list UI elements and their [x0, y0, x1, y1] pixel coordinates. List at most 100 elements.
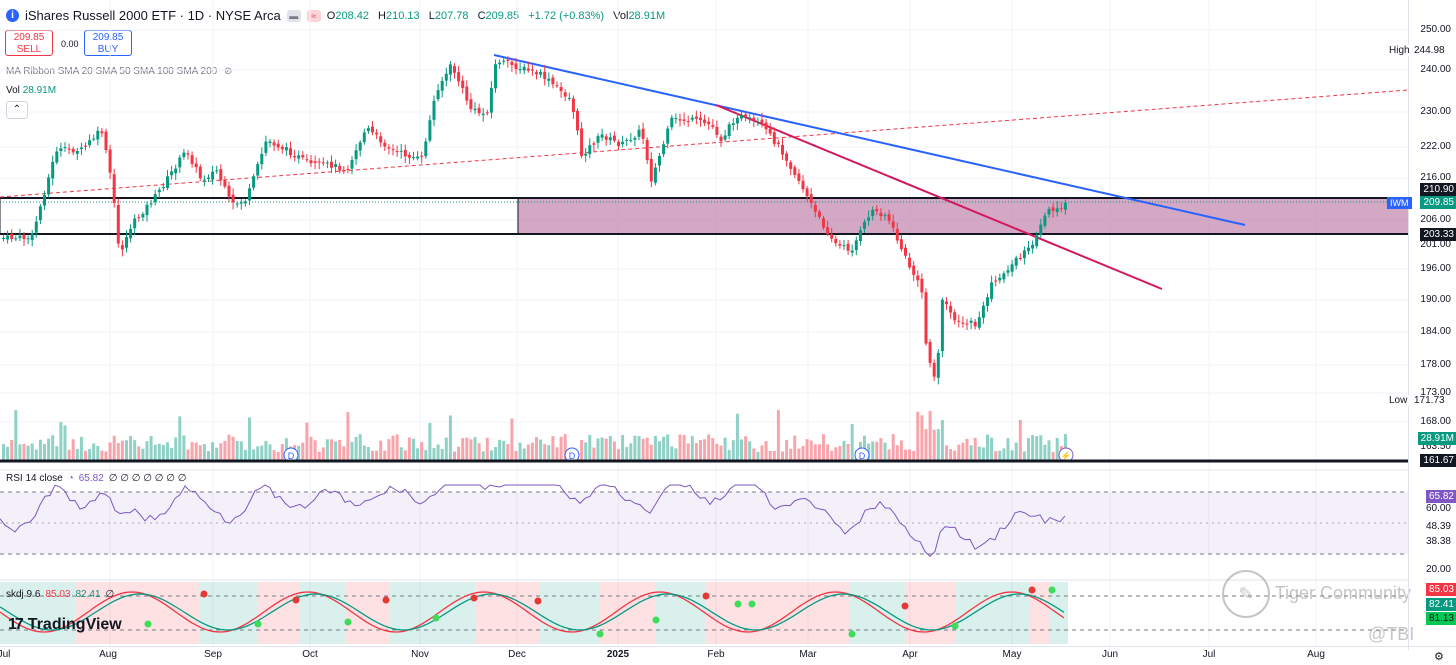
- volume-bar: [342, 446, 346, 460]
- volume-bar: [826, 444, 830, 460]
- volume-bar: [1022, 451, 1026, 460]
- skdj-stripe: [0, 582, 75, 644]
- candle-body: [580, 128, 584, 157]
- candle-body: [47, 177, 51, 195]
- candle-body: [813, 204, 817, 212]
- volume-bar: [297, 445, 301, 460]
- time-label: Aug: [99, 649, 117, 660]
- volume-bar: [662, 436, 666, 460]
- volume-bar: [871, 441, 875, 460]
- info-icon[interactable]: i: [6, 9, 19, 22]
- rsi-legend[interactable]: RSI 14 close ◔ 65.82 ∅ ∅ ∅ ∅ ∅ ∅ ∅: [6, 473, 186, 484]
- ohlc-values: O208.42 H210.13 L207.78 C209.85 +1.72 (+…: [326, 9, 666, 22]
- chart-canvas[interactable]: D D D ⚡: [0, 0, 1408, 646]
- candle-body: [608, 137, 612, 141]
- candle-body: [276, 143, 280, 148]
- candle-body: [71, 148, 75, 153]
- volume-bar: [14, 410, 18, 460]
- volume-bar: [727, 449, 731, 460]
- volume-bar: [420, 442, 424, 460]
- volume-bar: [707, 434, 711, 460]
- volume-bar: [38, 439, 42, 460]
- candle-body: [350, 160, 354, 169]
- tradingview-logo[interactable]: 17 TradingView: [8, 616, 122, 634]
- candle-body: [510, 61, 514, 65]
- skdj-stripe: [345, 582, 390, 644]
- volume-bar: [354, 436, 358, 460]
- rsi-extra: ∅ ∅ ∅ ∅ ∅ ∅ ∅: [108, 473, 187, 484]
- candle-body: [67, 148, 71, 150]
- gear-icon[interactable]: ⚙: [1434, 651, 1444, 663]
- volume-bar: [776, 410, 780, 460]
- volume-bar: [243, 449, 247, 460]
- volume-bar: [412, 438, 415, 460]
- volume-bar: [744, 436, 748, 460]
- candle-body: [453, 66, 456, 73]
- candle-body: [448, 64, 452, 75]
- volume-bar: [822, 434, 825, 460]
- candle-body: [75, 150, 79, 154]
- volume-bar: [67, 449, 71, 460]
- volume-bar: [817, 444, 821, 460]
- candle-body: [719, 136, 723, 141]
- volume-bar: [424, 449, 428, 460]
- volume-bar: [494, 446, 497, 460]
- candle-body: [928, 342, 932, 363]
- volume-bar: [239, 441, 243, 460]
- buy-label: BUY: [97, 44, 119, 55]
- candle-body: [1022, 250, 1026, 259]
- volume-bar: [973, 437, 977, 460]
- candle-body: [293, 155, 297, 158]
- volume-bar: [600, 437, 604, 460]
- minus-icon[interactable]: ▬: [286, 9, 301, 22]
- candle-body: [260, 153, 264, 165]
- volume-bar: [711, 438, 715, 460]
- skdj-legend[interactable]: skdj 9 6 85.03 82.41 ∅: [6, 589, 114, 600]
- volume-legend[interactable]: Vol 28.91M: [6, 85, 56, 96]
- volume-bar: [432, 448, 436, 460]
- candle-body: [412, 157, 415, 159]
- time-axis[interactable]: Jul Aug Sep Oct Nov Dec 2025 Feb Mar Apr…: [0, 646, 1456, 665]
- candle-body: [555, 85, 559, 87]
- volume-bar: [137, 446, 141, 460]
- volume-bar: [682, 434, 686, 460]
- candle-body: [289, 148, 292, 156]
- skdj-stripe: [258, 582, 300, 644]
- candle-body: [940, 299, 944, 352]
- candle-body: [366, 128, 370, 132]
- volume-bar: [469, 439, 473, 460]
- candle-body: [723, 135, 727, 140]
- volume-bar: [895, 445, 899, 460]
- volume-bar: [1047, 440, 1051, 460]
- candle-body: [969, 320, 973, 323]
- candle-body: [186, 153, 190, 155]
- candle-body: [756, 121, 760, 123]
- candle-body: [465, 86, 469, 101]
- ma-ribbon-legend[interactable]: MA Ribbon SMA 20 SMA 50 SMA 100 SMA 200 …: [6, 66, 232, 77]
- candle-body: [239, 202, 243, 204]
- candle-body: [338, 165, 342, 171]
- candle-body: [678, 119, 682, 121]
- skdj-stripe: [1030, 582, 1050, 644]
- buy-button[interactable]: 209.85 BUY: [84, 30, 132, 56]
- symbol-title[interactable]: iShares Russell 2000 ETF · 1D · NYSE Arc…: [25, 8, 281, 23]
- collapse-legend-button[interactable]: ⌃: [6, 101, 28, 119]
- settings-icon[interactable]: ◔: [67, 473, 74, 484]
- candle-body: [272, 142, 276, 146]
- volume-bar: [338, 439, 342, 460]
- volume-bar: [1055, 437, 1059, 460]
- sell-button[interactable]: 209.85 SELL: [5, 30, 53, 56]
- candle-body: [256, 164, 260, 176]
- candle-body: [1002, 273, 1006, 280]
- tiger-logo-icon: ✎: [1222, 570, 1270, 618]
- candle-body: [981, 305, 985, 318]
- candle-body: [129, 228, 133, 239]
- candle-body: [149, 203, 153, 205]
- eye-hidden-icon[interactable]: ⊘: [224, 66, 233, 77]
- candle-body: [22, 234, 26, 240]
- skdj-stripe: [1050, 582, 1068, 644]
- volume-bar: [924, 429, 928, 460]
- price-axis[interactable]: 250.00 240.00 230.00 222.00 216.00 206.0…: [1408, 0, 1456, 650]
- volume-bar: [55, 446, 59, 460]
- candle-body: [330, 161, 333, 168]
